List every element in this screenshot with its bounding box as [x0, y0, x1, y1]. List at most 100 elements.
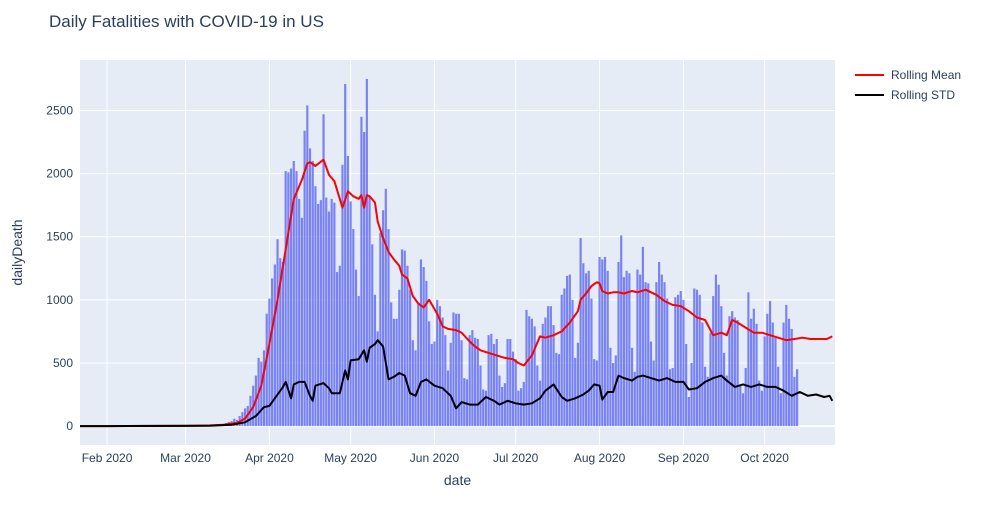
bar [693, 288, 696, 427]
bar [641, 246, 644, 427]
bar [747, 292, 750, 427]
bar [701, 322, 704, 427]
bar [487, 335, 490, 427]
bar [327, 211, 331, 427]
bar [649, 341, 653, 427]
bar [652, 360, 655, 427]
bar [612, 362, 615, 427]
bar [606, 270, 609, 427]
bar [484, 390, 487, 427]
bar [387, 229, 390, 427]
bar [403, 250, 406, 427]
bar [479, 365, 482, 427]
bar [289, 168, 293, 427]
bar [560, 294, 563, 427]
bar [436, 299, 439, 427]
x-tick-label: Feb 2020 [82, 451, 133, 465]
bar [273, 264, 276, 427]
bar [614, 355, 617, 427]
bar [452, 312, 455, 427]
bar [779, 393, 782, 427]
bar [533, 326, 536, 427]
bar [357, 296, 360, 427]
bar [368, 196, 371, 427]
bar [582, 263, 585, 427]
bar [341, 164, 344, 427]
bar [598, 256, 601, 427]
legend[interactable]: Rolling Mean Rolling STD [855, 68, 961, 102]
bar [430, 344, 433, 427]
x-tick-label: Jul 2020 [493, 451, 539, 465]
bar [311, 160, 314, 427]
x-axis-ticks: Feb 2020 Mar 2020 Apr 2020 May 2020 Jun 2020… [82, 451, 790, 465]
bar [474, 337, 477, 427]
bar [330, 198, 333, 427]
legend-item[interactable]: Rolling STD [855, 88, 955, 102]
bar [365, 78, 368, 427]
bar [530, 318, 533, 427]
bar [308, 148, 312, 427]
bar [460, 340, 463, 427]
bar [782, 322, 785, 427]
bar [793, 376, 796, 427]
bar [471, 330, 474, 427]
bar [771, 322, 774, 427]
bar [758, 380, 761, 427]
bar [563, 288, 566, 427]
legend-item[interactable]: Rolling Mean [855, 68, 961, 82]
bar [276, 239, 279, 427]
bar [620, 235, 623, 427]
bar [658, 261, 661, 427]
bar [790, 328, 793, 427]
bar [733, 317, 736, 427]
bar [549, 306, 552, 427]
bar [639, 274, 642, 427]
bar [271, 278, 274, 427]
bar [668, 369, 672, 427]
bar [379, 232, 382, 427]
x-tick-label: Sep 2020 [658, 451, 710, 465]
bar [520, 388, 523, 427]
bar [576, 342, 580, 427]
bar [568, 274, 571, 427]
bar [384, 188, 387, 427]
bar [376, 331, 379, 427]
bar [525, 309, 528, 427]
bar [722, 352, 726, 427]
bar [303, 130, 306, 427]
bar [300, 217, 303, 427]
x-tick-label: Mar 2020 [160, 451, 211, 465]
bar [422, 267, 425, 427]
bar [593, 359, 596, 427]
bar [566, 275, 569, 427]
bar [292, 160, 295, 427]
bar [400, 249, 404, 427]
bar [495, 338, 498, 427]
bar [498, 375, 501, 427]
bar [712, 296, 715, 427]
bar [419, 259, 423, 427]
bar [363, 131, 366, 427]
bar [382, 210, 385, 427]
bar [482, 389, 485, 427]
y-tick-label: 2000 [46, 167, 73, 181]
bar [584, 273, 588, 427]
bar [750, 318, 753, 427]
bar [492, 344, 496, 427]
bar [417, 302, 420, 427]
bar [647, 283, 650, 427]
bar [739, 384, 742, 427]
bar [609, 347, 612, 427]
bar [706, 376, 709, 427]
x-tick-label: Apr 2020 [245, 451, 294, 465]
bar [736, 320, 739, 427]
bar [346, 155, 349, 427]
bar [766, 313, 769, 427]
bar [284, 171, 287, 427]
bar [279, 258, 282, 427]
bar [663, 282, 666, 427]
bar [777, 366, 780, 427]
bar [468, 335, 471, 427]
